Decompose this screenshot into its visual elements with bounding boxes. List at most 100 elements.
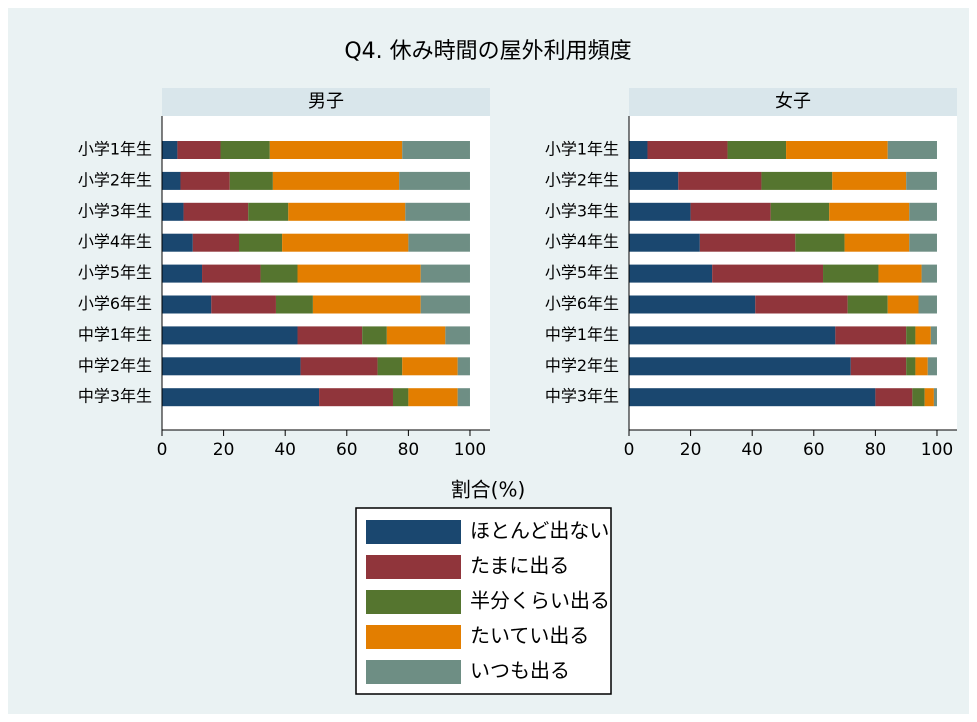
bar-segment bbox=[183, 202, 249, 221]
legend-label: いつも出る bbox=[470, 659, 570, 683]
x-tick-label: 40 bbox=[741, 440, 763, 460]
bar-segment bbox=[878, 264, 922, 283]
bar-segment bbox=[402, 357, 458, 376]
panel-title: 男子 bbox=[308, 91, 344, 112]
x-tick-label: 40 bbox=[274, 440, 296, 460]
bar-segment bbox=[823, 264, 879, 283]
bar-segment bbox=[162, 295, 212, 314]
bar-segment bbox=[377, 357, 403, 376]
panel-header bbox=[162, 88, 490, 116]
bar-segment bbox=[629, 233, 700, 252]
legend-swatch bbox=[366, 520, 461, 544]
bar-segment bbox=[712, 264, 824, 283]
bar-segment bbox=[795, 233, 845, 252]
bar-segment bbox=[211, 295, 276, 314]
y-tick-label: 小学4年生 bbox=[78, 232, 152, 251]
bar-segment bbox=[162, 141, 178, 159]
bar-segment bbox=[629, 295, 756, 314]
bar-segment bbox=[457, 357, 470, 376]
bar-segment bbox=[202, 264, 261, 283]
legend-swatch bbox=[366, 660, 461, 684]
bar-segment bbox=[906, 357, 916, 376]
x-tick-label: 20 bbox=[213, 440, 235, 460]
bar-segment bbox=[272, 171, 400, 190]
legend-label: たいてい出る bbox=[470, 624, 589, 648]
y-tick-label: 小学2年生 bbox=[545, 170, 619, 189]
bar-segment bbox=[933, 388, 937, 407]
bar-segment bbox=[420, 295, 470, 314]
bar-segment bbox=[727, 141, 787, 159]
bar-segment bbox=[420, 264, 470, 283]
x-tick-label: 0 bbox=[157, 440, 168, 460]
bar-segment bbox=[629, 141, 648, 159]
bar-segment bbox=[282, 233, 409, 252]
legend-swatch bbox=[366, 625, 461, 649]
bar-segment bbox=[192, 233, 239, 252]
bar-segment bbox=[297, 264, 421, 283]
bar-segment bbox=[786, 141, 888, 159]
legend-swatch bbox=[366, 555, 461, 579]
panel-header bbox=[629, 88, 957, 116]
x-tick-label: 100 bbox=[454, 440, 486, 460]
bar-segment bbox=[887, 141, 937, 159]
bar-segment bbox=[399, 171, 470, 190]
bar-segment bbox=[829, 202, 910, 221]
y-tick-label: 小学3年生 bbox=[545, 201, 619, 220]
bar-segment bbox=[629, 326, 836, 345]
bar-segment bbox=[887, 295, 919, 314]
y-tick-label: 中学2年生 bbox=[545, 356, 619, 375]
bar-segment bbox=[386, 326, 446, 345]
bar-segment bbox=[629, 171, 679, 190]
bar-segment bbox=[300, 357, 378, 376]
bar-segment bbox=[927, 357, 937, 376]
bar-segment bbox=[915, 357, 928, 376]
bar-segment bbox=[906, 171, 937, 190]
bar-segment bbox=[297, 326, 363, 345]
bar-segment bbox=[220, 141, 270, 159]
y-tick-label: 小学6年生 bbox=[78, 294, 152, 313]
bar-segment bbox=[629, 357, 851, 376]
bar-segment bbox=[629, 264, 713, 283]
bar-segment bbox=[835, 326, 907, 345]
bar-segment bbox=[629, 388, 876, 407]
bar-segment bbox=[288, 202, 406, 221]
bar-segment bbox=[909, 202, 937, 221]
bar-segment bbox=[229, 171, 273, 190]
bar-segment bbox=[875, 388, 913, 407]
x-axis-label: 割合(%) bbox=[451, 478, 526, 502]
bar-segment bbox=[162, 233, 193, 252]
bar-segment bbox=[918, 295, 937, 314]
bar-segment bbox=[162, 202, 184, 221]
bar-segment bbox=[402, 141, 470, 159]
bar-segment bbox=[162, 357, 301, 376]
y-tick-label: 小学5年生 bbox=[545, 263, 619, 282]
bar-segment bbox=[248, 202, 289, 221]
y-tick-label: 小学6年生 bbox=[545, 294, 619, 313]
bar-segment bbox=[162, 264, 203, 283]
bar-segment bbox=[761, 171, 833, 190]
x-tick-label: 80 bbox=[865, 440, 887, 460]
bar-segment bbox=[408, 233, 470, 252]
x-tick-label: 0 bbox=[624, 440, 635, 460]
x-tick-label: 20 bbox=[680, 440, 702, 460]
bar-segment bbox=[162, 171, 181, 190]
x-tick-label: 100 bbox=[921, 440, 953, 460]
bar-segment bbox=[690, 202, 771, 221]
legend-label: 半分くらい出る bbox=[470, 589, 610, 613]
bar-segment bbox=[180, 171, 230, 190]
y-tick-label: 小学4年生 bbox=[545, 232, 619, 251]
bar-segment bbox=[312, 295, 421, 314]
chart-title: Q4. 休み時間の屋外利用頻度 bbox=[344, 39, 631, 64]
panel-title: 女子 bbox=[775, 91, 811, 112]
bar-segment bbox=[906, 326, 916, 345]
bar-segment bbox=[930, 326, 937, 345]
bar-segment bbox=[850, 357, 907, 376]
bar-segment bbox=[921, 264, 937, 283]
bar-segment bbox=[847, 295, 888, 314]
y-tick-label: 小学5年生 bbox=[78, 263, 152, 282]
bar-segment bbox=[362, 326, 387, 345]
bar-segment bbox=[924, 388, 934, 407]
bar-segment bbox=[699, 233, 796, 252]
bar-segment bbox=[269, 141, 403, 159]
